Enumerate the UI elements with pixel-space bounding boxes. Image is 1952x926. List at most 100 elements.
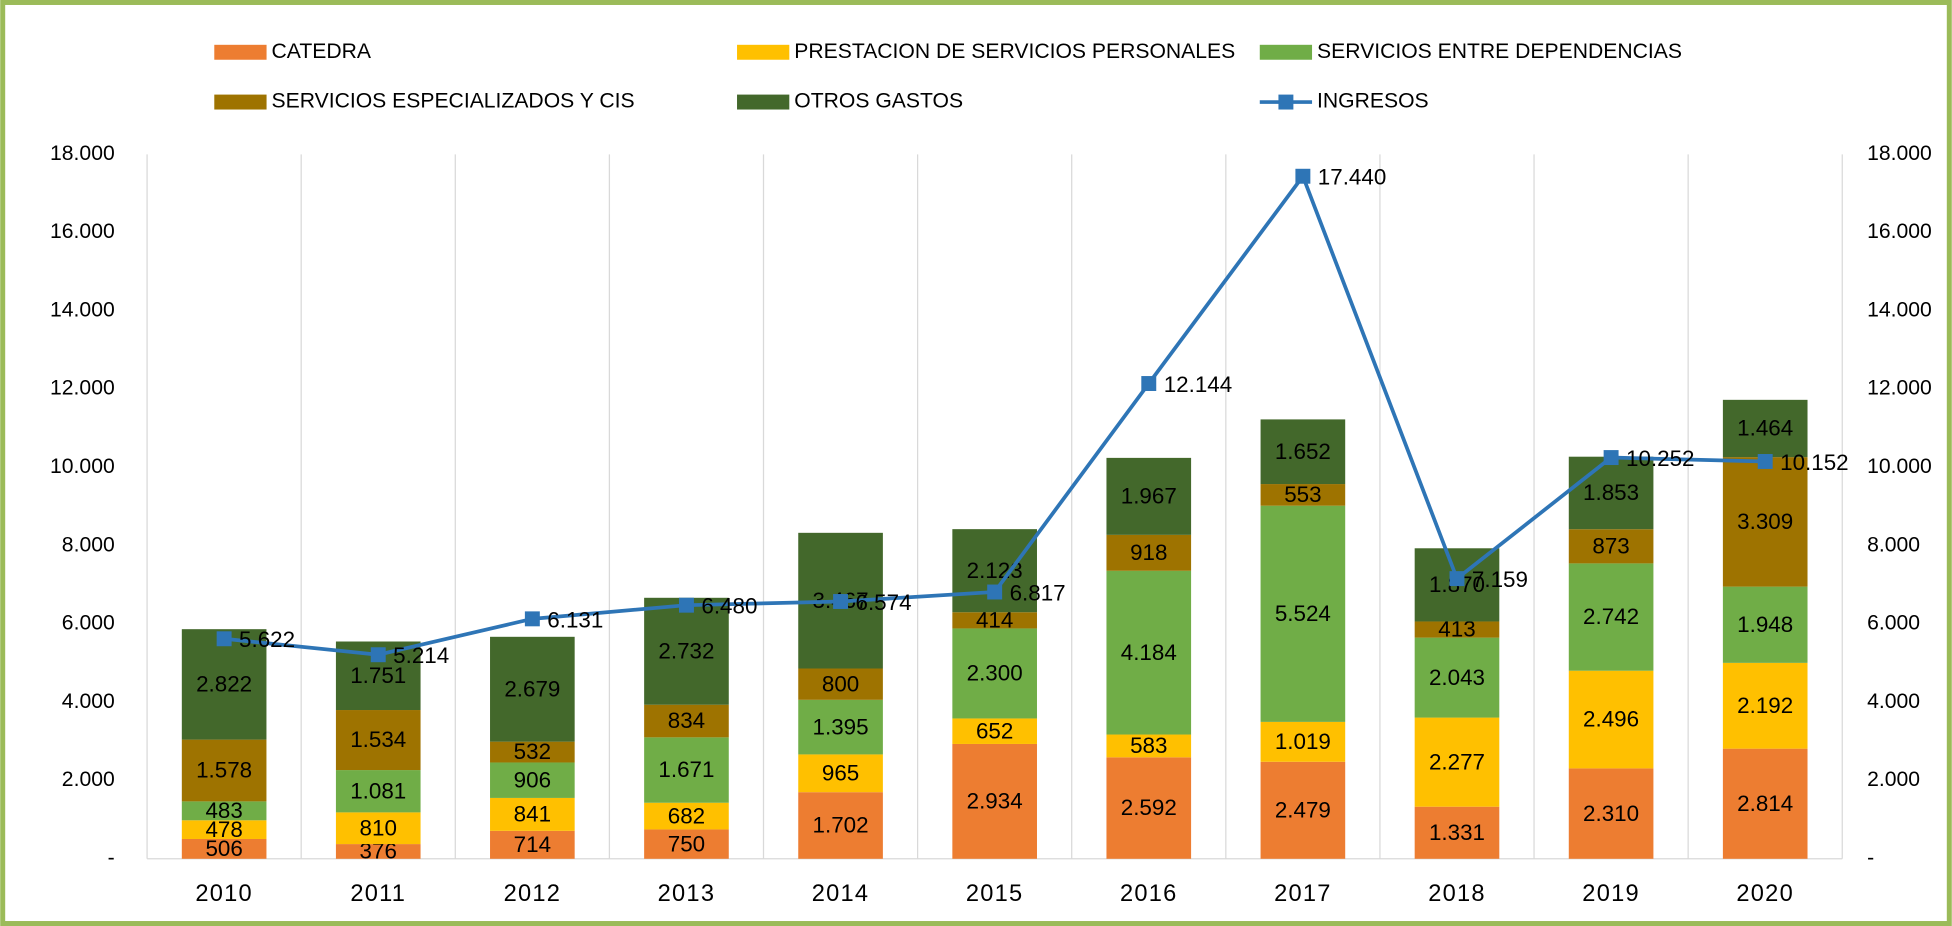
y-tick-label: 10.000 bbox=[50, 455, 115, 478]
legend-swatch bbox=[214, 94, 267, 110]
data-label: 6.574 bbox=[855, 590, 911, 615]
x-tick-label: 2016 bbox=[1120, 881, 1178, 907]
bar-segment bbox=[1414, 621, 1500, 638]
data-label: 1.671 bbox=[658, 757, 714, 782]
data-label: 841 bbox=[514, 802, 551, 827]
data-label: 17.440 bbox=[1318, 165, 1386, 190]
y-tick-label: 2.000 bbox=[62, 768, 115, 791]
data-label: 1.652 bbox=[1275, 439, 1331, 464]
x-tick-label: 2014 bbox=[812, 881, 870, 907]
data-label: 2.043 bbox=[1429, 665, 1485, 690]
x-tick-label: 2013 bbox=[658, 881, 716, 907]
data-label: 10.252 bbox=[1626, 446, 1694, 471]
bar-segment bbox=[335, 844, 421, 859]
data-label: 483 bbox=[205, 798, 242, 823]
bar-segment bbox=[1568, 456, 1654, 530]
x-tick-label: 2018 bbox=[1428, 881, 1486, 907]
legend-label: CATEDRA bbox=[272, 40, 372, 63]
data-label: 714 bbox=[514, 832, 551, 857]
data-label: 2.310 bbox=[1583, 801, 1639, 826]
bar-segment bbox=[1260, 505, 1346, 722]
bar-segment bbox=[181, 820, 267, 839]
legend-swatch bbox=[214, 44, 267, 60]
y2-tick-label: 4.000 bbox=[1867, 690, 1920, 713]
data-label: 3.309 bbox=[1737, 509, 1793, 534]
bar-segment bbox=[1568, 563, 1654, 671]
data-label: 1.081 bbox=[350, 778, 406, 803]
y2-tick-label: 18.000 bbox=[1867, 142, 1932, 165]
bar-segment bbox=[490, 762, 575, 798]
bar-segment bbox=[1106, 734, 1192, 758]
data-label: 2.192 bbox=[1737, 693, 1793, 718]
x-tick-label: 2020 bbox=[1736, 881, 1794, 907]
data-label: 2.732 bbox=[658, 638, 714, 663]
bar-segment bbox=[952, 612, 1037, 629]
data-label: 553 bbox=[1284, 482, 1321, 507]
bar-segment bbox=[644, 704, 729, 738]
y-tick-label: 4.000 bbox=[62, 690, 115, 713]
bar-segment bbox=[952, 718, 1037, 744]
data-label: 1.331 bbox=[1429, 820, 1485, 845]
bar-segment bbox=[952, 628, 1037, 719]
line-marker bbox=[1449, 571, 1465, 587]
bar-segment bbox=[335, 710, 421, 771]
data-label: 2.814 bbox=[1737, 791, 1793, 816]
bar-segment bbox=[490, 741, 575, 763]
data-label: 1.395 bbox=[813, 714, 869, 739]
line-marker bbox=[1757, 454, 1773, 469]
data-label: 5.622 bbox=[239, 627, 295, 652]
data-label: 1.751 bbox=[350, 663, 406, 688]
line-marker bbox=[216, 631, 232, 647]
y2-tick-label: 14.000 bbox=[1867, 298, 1932, 321]
bar-segment bbox=[1568, 670, 1654, 769]
legend-label: INGRESOS bbox=[1317, 90, 1429, 113]
y2-tick-label: - bbox=[1867, 846, 1874, 869]
bar-segment bbox=[181, 629, 267, 740]
bar-segment bbox=[1106, 457, 1192, 535]
data-label: 2.479 bbox=[1275, 797, 1331, 822]
bar-segment bbox=[1722, 457, 1808, 587]
data-label: 5.524 bbox=[1275, 601, 1331, 626]
data-label: 7.159 bbox=[1472, 567, 1528, 592]
bar-segment bbox=[490, 636, 575, 742]
bar-segment bbox=[1414, 637, 1500, 718]
bar-segment bbox=[644, 597, 729, 705]
data-label: 10.152 bbox=[1780, 450, 1848, 475]
line-marker bbox=[1603, 450, 1619, 466]
bar-segment bbox=[798, 792, 883, 859]
data-label: 2.822 bbox=[196, 672, 252, 697]
line-marker bbox=[987, 584, 1003, 600]
x-tick-label: 2019 bbox=[1582, 881, 1640, 907]
bar-segment bbox=[952, 743, 1037, 859]
data-label: 1.967 bbox=[1121, 484, 1177, 509]
data-label: 1.948 bbox=[1737, 612, 1793, 637]
bar-segment bbox=[181, 801, 267, 821]
data-label: 1.464 bbox=[1737, 416, 1793, 441]
bar-segment bbox=[1106, 757, 1192, 859]
bar-segment bbox=[1568, 529, 1654, 564]
bar-segment bbox=[1106, 534, 1192, 571]
legend-label: PRESTACION DE SERVICIOS PERSONALES bbox=[794, 40, 1235, 63]
legend-label: SERVICIOS ENTRE DEPENDENCIAS bbox=[1317, 40, 1682, 63]
bar-segment bbox=[798, 754, 883, 793]
data-label: 2.496 bbox=[1583, 707, 1639, 732]
bar-segment bbox=[644, 802, 729, 830]
data-label: 918 bbox=[1130, 540, 1167, 565]
data-label: 834 bbox=[668, 708, 705, 733]
legend-swatch bbox=[737, 94, 790, 110]
x-tick-label: 2010 bbox=[195, 881, 253, 907]
y-tick-label: 12.000 bbox=[50, 377, 115, 400]
data-label: 2.592 bbox=[1121, 795, 1177, 820]
legend-swatch bbox=[737, 44, 790, 60]
data-label: 1.702 bbox=[813, 813, 869, 838]
data-label: 5.214 bbox=[393, 643, 449, 668]
bar-segment bbox=[1414, 806, 1500, 859]
legend-label: SERVICIOS ESPECIALIZADOS Y CIS bbox=[272, 90, 635, 113]
data-label: 1.534 bbox=[350, 727, 406, 752]
y-tick-label: 16.000 bbox=[50, 220, 115, 243]
data-label: 2.123 bbox=[967, 558, 1023, 583]
bar-segment bbox=[1722, 748, 1808, 859]
bar-segment bbox=[335, 770, 421, 813]
bar-segment bbox=[335, 812, 421, 845]
